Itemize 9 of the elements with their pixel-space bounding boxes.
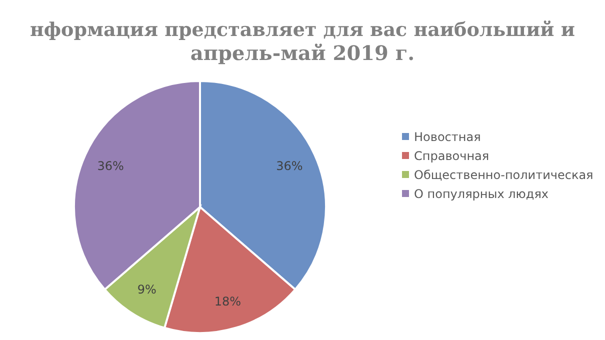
data-label: 36% xyxy=(97,159,124,174)
legend-label: О популярных людях xyxy=(414,187,549,201)
chart-title: нформация представляет для вас наибольший и апрель-май 2019 г. xyxy=(30,19,575,65)
data-label: 18% xyxy=(214,294,242,308)
legend-label: Общественно-политическая xyxy=(414,168,594,182)
data-label: 9% xyxy=(137,282,156,297)
legend-label: Справочная xyxy=(414,149,490,163)
legend-label: Новостная xyxy=(414,130,481,144)
data-label: 36% xyxy=(276,159,303,174)
